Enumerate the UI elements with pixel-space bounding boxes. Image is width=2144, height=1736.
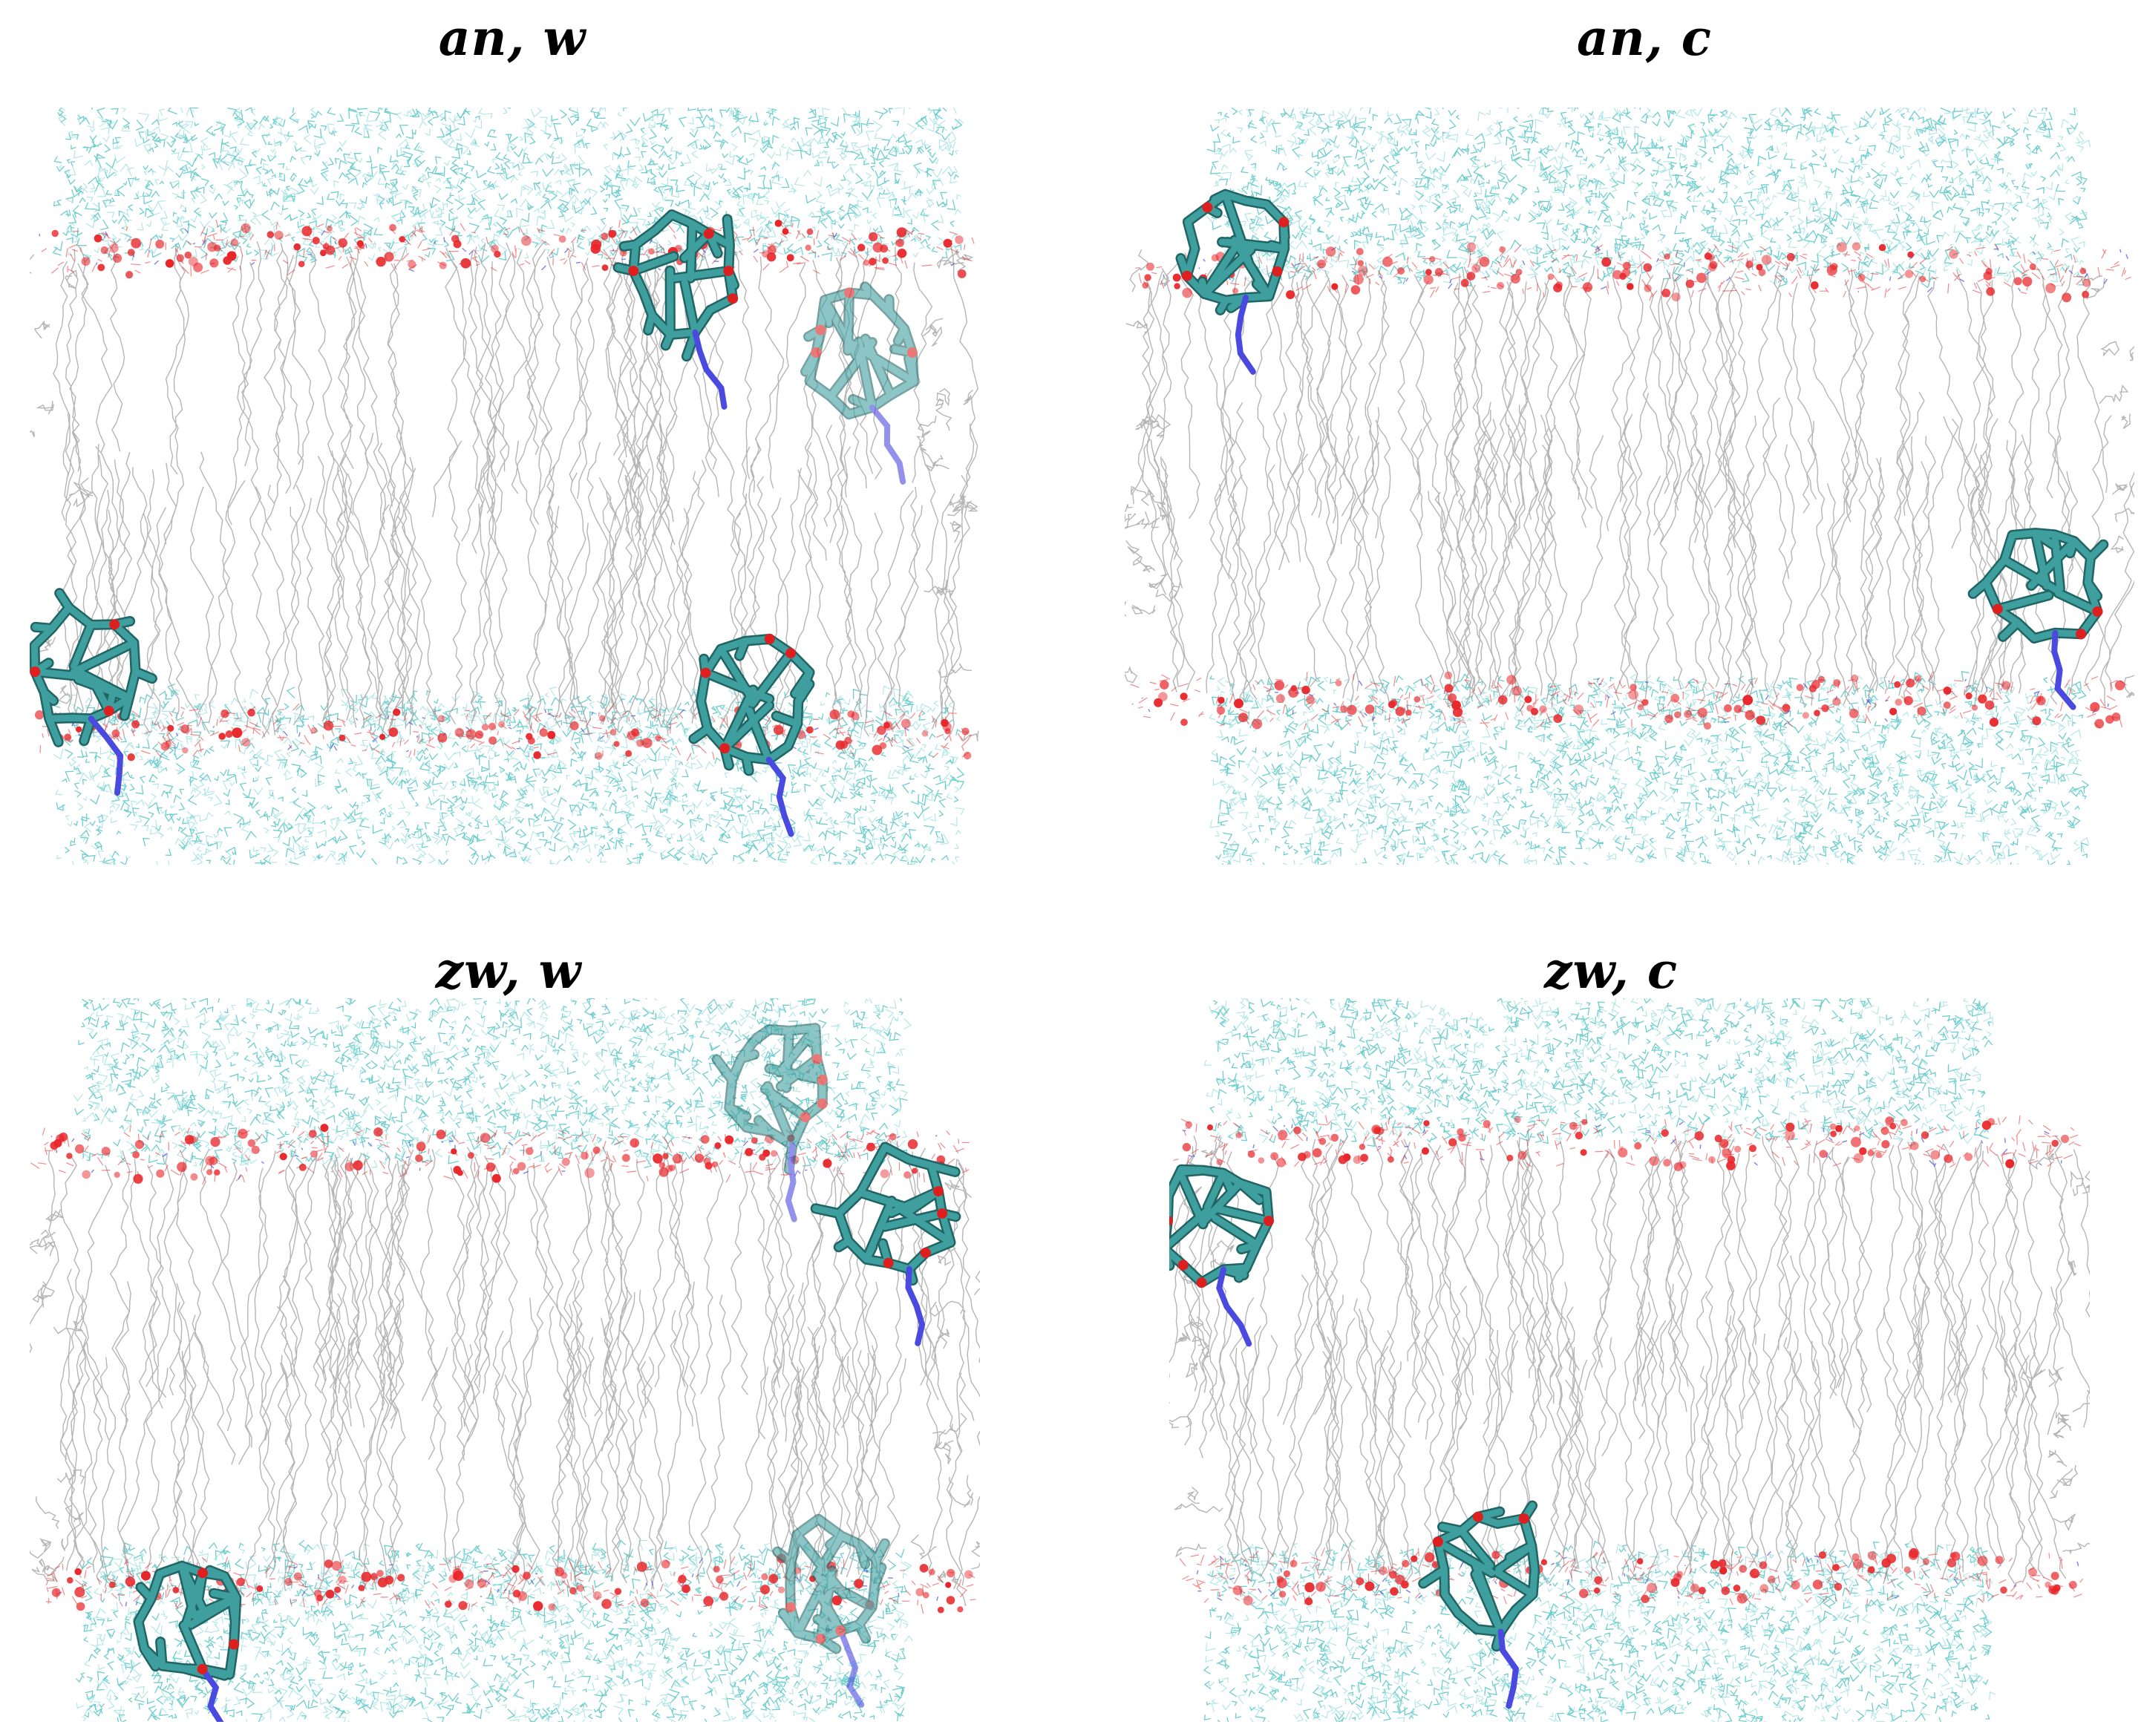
headgroup-layer xyxy=(30,1124,976,1614)
panel-title-an-w: an, w xyxy=(438,9,586,67)
macrocycle-molecule xyxy=(612,209,739,410)
membrane-snapshot-an-w xyxy=(30,108,979,865)
panel-title-an-c: an, c xyxy=(1577,9,1712,67)
headgroup-layer xyxy=(35,219,975,761)
lipid-tails xyxy=(1125,249,2134,710)
panel-title-zw-w: zw, w xyxy=(435,942,582,1000)
lipid-tails xyxy=(30,1146,980,1606)
lipid-tails xyxy=(1169,1135,2090,1585)
membrane-snapshot-an-c xyxy=(1125,108,2134,865)
macrocycle-molecule xyxy=(772,1513,890,1708)
membrane-snapshot-zw-w xyxy=(30,998,980,1722)
macrocycle-molecule xyxy=(30,588,157,796)
membrane-snapshot-zw-c xyxy=(1169,998,2090,1722)
water-layer xyxy=(73,998,913,1722)
water-layer xyxy=(1206,108,2091,865)
headgroup-layer xyxy=(1173,1115,2084,1605)
macrocycle-molecule xyxy=(688,633,815,837)
macrocycle-molecule xyxy=(133,1560,242,1722)
macrocycle-molecule xyxy=(1175,189,1290,375)
macrocycle-molecule xyxy=(1169,1164,1274,1347)
panel-title-zw-c: zw, c xyxy=(1543,942,1679,1000)
macrocycle-molecule xyxy=(711,1023,828,1222)
water-layer xyxy=(1203,998,1996,1722)
water-layer xyxy=(51,108,965,865)
macrocycle-molecule xyxy=(1418,1500,1540,1709)
macrocycle-molecule xyxy=(810,1141,961,1346)
macrocycle-molecule xyxy=(800,281,919,485)
macrocycle-molecule xyxy=(1967,528,2109,710)
